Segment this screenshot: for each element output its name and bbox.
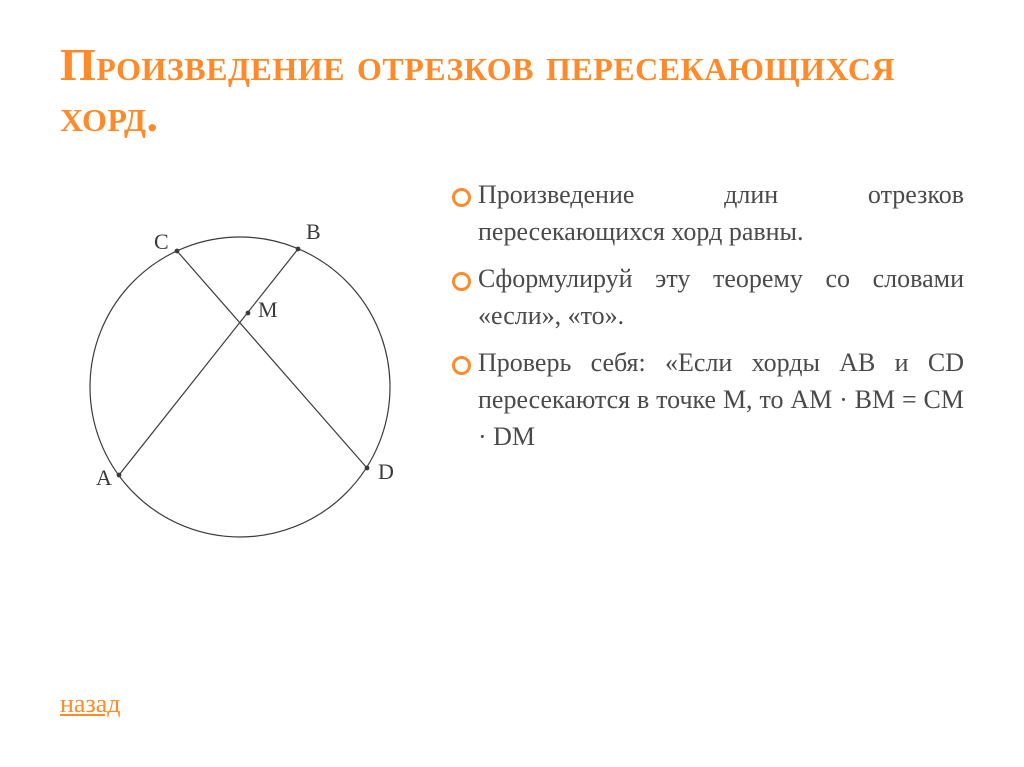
bullet-text: Произведение длин отрезков пересекающихс… [478, 180, 964, 246]
point-d [365, 466, 370, 471]
diagram-svg: A B C D M [60, 177, 420, 577]
bullet-item: Сформулируй эту теорему со словами «если… [450, 261, 964, 335]
label-b: B [306, 219, 321, 244]
chord-diagram: A B C D M [60, 177, 420, 577]
label-d: D [378, 459, 394, 484]
point-b [296, 247, 301, 252]
label-a: A [96, 465, 112, 490]
back-link[interactable]: назад [60, 689, 121, 719]
bullet-item: Произведение длин отрезков пересекающихс… [450, 177, 964, 251]
label-c: C [154, 229, 169, 254]
bullet-text: Проверь себя: «Если хорды AB и CD пересе… [478, 348, 964, 451]
text-column: Произведение длин отрезков пересекающихс… [450, 177, 964, 465]
point-c [175, 249, 180, 254]
slide: Произведение отрезков пересекающихся хор… [0, 0, 1024, 767]
bullet-list: Произведение длин отрезков пересекающихс… [450, 177, 964, 455]
bullet-text: Сформулируй эту теорему со словами «если… [478, 264, 964, 330]
chord-ab [119, 249, 298, 475]
label-m: M [258, 297, 278, 322]
chord-cd [177, 251, 367, 468]
point-a [117, 473, 122, 478]
slide-title: Произведение отрезков пересекающихся хор… [60, 40, 964, 141]
bullet-item: Проверь себя: «Если хорды AB и CD пересе… [450, 345, 964, 456]
point-m [246, 311, 251, 316]
circle [90, 237, 390, 537]
content-row: A B C D M Произведение длин отрезков пер… [60, 177, 964, 577]
